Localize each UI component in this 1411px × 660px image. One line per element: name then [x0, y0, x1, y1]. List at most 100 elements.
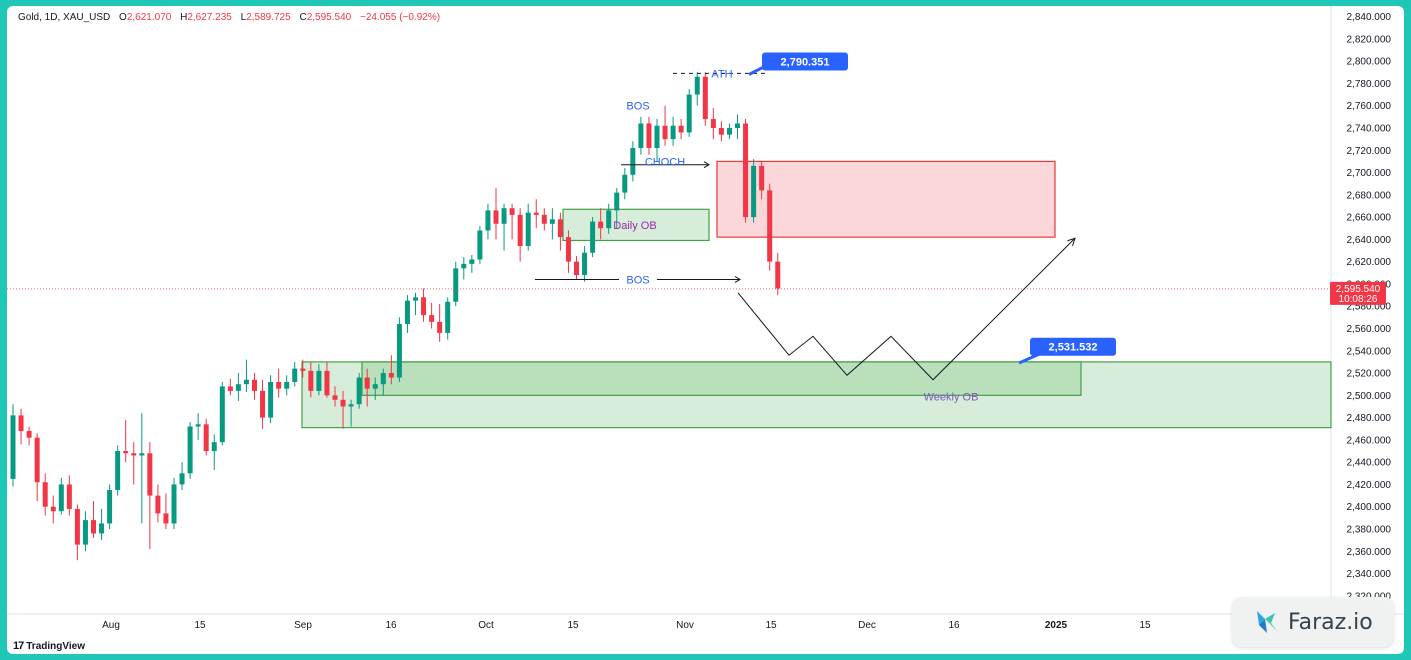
candle-body[interactable]: [99, 523, 105, 534]
candle-body[interactable]: [598, 221, 604, 229]
candle-body[interactable]: [493, 210, 499, 224]
candle-body[interactable]: [243, 379, 249, 385]
candle-body[interactable]: [268, 381, 274, 418]
candle-body[interactable]: [139, 453, 145, 456]
candle-body[interactable]: [316, 370, 322, 391]
candle-body[interactable]: [18, 415, 24, 431]
candle-body[interactable]: [163, 513, 169, 524]
candle-body[interactable]: [759, 165, 765, 191]
candle-body[interactable]: [509, 208, 515, 215]
candle-body[interactable]: [606, 210, 612, 229]
candle-body[interactable]: [276, 381, 282, 389]
candle-body[interactable]: [211, 442, 217, 452]
candle-body[interactable]: [380, 373, 386, 385]
candle-body[interactable]: [187, 426, 193, 474]
candle-body[interactable]: [525, 212, 531, 247]
candle-body[interactable]: [115, 451, 121, 491]
candle-body[interactable]: [718, 127, 724, 135]
candle-body[interactable]: [767, 190, 773, 262]
candle-body[interactable]: [292, 368, 298, 382]
candle-body[interactable]: [638, 123, 644, 149]
candle-body[interactable]: [82, 520, 88, 545]
candle-body[interactable]: [445, 301, 451, 333]
candle-body[interactable]: [74, 508, 80, 545]
candle-body[interactable]: [123, 451, 129, 454]
candle-body[interactable]: [582, 252, 588, 276]
candle-body[interactable]: [203, 424, 209, 452]
candle-body[interactable]: [429, 315, 435, 322]
current-price-tag[interactable]: [1330, 281, 1386, 305]
candle-body[interactable]: [147, 453, 153, 496]
candle-body[interactable]: [227, 386, 233, 391]
candle-body[interactable]: [453, 268, 459, 302]
candle-body[interactable]: [404, 300, 410, 325]
candle-body[interactable]: [364, 377, 370, 389]
target-price-callout[interactable]: [1030, 337, 1116, 356]
candle-body[interactable]: [710, 119, 716, 128]
candle-body[interactable]: [171, 484, 177, 524]
candle-body[interactable]: [58, 484, 64, 512]
candle-body[interactable]: [469, 259, 475, 264]
order-block-zone[interactable]: [562, 208, 710, 242]
candle-body[interactable]: [332, 395, 338, 400]
candle-body[interactable]: [300, 368, 306, 371]
candle-body[interactable]: [775, 261, 781, 289]
candle-body[interactable]: [533, 212, 539, 215]
candle-body[interactable]: [413, 297, 418, 301]
candle-body[interactable]: [501, 208, 507, 224]
candle-body[interactable]: [670, 125, 676, 140]
candle-body[interactable]: [372, 384, 378, 389]
candle-body[interactable]: [477, 230, 483, 260]
candle-body[interactable]: [388, 373, 394, 378]
candle-body[interactable]: [195, 424, 201, 427]
candle-body[interactable]: [396, 324, 402, 378]
candle-body[interactable]: [678, 125, 684, 133]
candle-body[interactable]: [646, 123, 652, 149]
candle-body[interactable]: [549, 219, 555, 224]
candle-body[interactable]: [751, 165, 757, 218]
candle-body[interactable]: [694, 76, 700, 95]
candle-body[interactable]: [630, 148, 636, 175]
candle-body[interactable]: [284, 381, 290, 389]
candle-body[interactable]: [131, 453, 137, 456]
candle-body[interactable]: [235, 384, 241, 391]
candle-body[interactable]: [461, 263, 467, 269]
candle-body[interactable]: [219, 386, 225, 443]
price-chart[interactable]: 2,320.000 2,340.000 2,360.000 2,380.000 2,40…: [7, 6, 1404, 654]
ath-price-callout[interactable]: [762, 52, 848, 71]
candle-body[interactable]: [517, 214, 523, 247]
candle-body[interactable]: [26, 430, 32, 438]
candle-body[interactable]: [686, 94, 692, 133]
candle-body[interactable]: [743, 123, 749, 218]
candle-body[interactable]: [348, 404, 354, 407]
candle-body[interactable]: [654, 125, 660, 149]
candle-body[interactable]: [252, 379, 257, 391]
candle-body[interactable]: [42, 482, 48, 507]
candle-body[interactable]: [34, 437, 40, 483]
candle-body[interactable]: [574, 261, 579, 276]
candle-body[interactable]: [50, 506, 56, 512]
candle-body[interactable]: [614, 192, 620, 211]
supply-zone[interactable]: [716, 160, 1056, 238]
candle-body[interactable]: [622, 174, 628, 193]
candle-body[interactable]: [590, 221, 596, 253]
projection-path[interactable]: [737, 237, 1076, 381]
candle-body[interactable]: [10, 415, 16, 479]
candle-body[interactable]: [107, 490, 113, 524]
candle-body[interactable]: [485, 210, 491, 231]
candle-body[interactable]: [340, 399, 346, 407]
tradingview-brand[interactable]: 17 TradingView: [13, 640, 85, 652]
candle-body[interactable]: [726, 127, 732, 135]
candle-body[interactable]: [662, 125, 668, 140]
candle-body[interactable]: [735, 123, 740, 128]
candle-body[interactable]: [541, 214, 547, 224]
candle-body[interactable]: [324, 370, 330, 396]
candle-body[interactable]: [702, 76, 708, 120]
candle-body[interactable]: [260, 390, 266, 418]
symbol-title[interactable]: Gold, 1D, XAU_USD: [18, 12, 111, 23]
candle-body[interactable]: [565, 237, 571, 262]
candle-body[interactable]: [421, 297, 427, 316]
candle-body[interactable]: [155, 495, 161, 514]
candle-body[interactable]: [91, 520, 96, 534]
order-block-zone[interactable]: [361, 361, 1082, 396]
